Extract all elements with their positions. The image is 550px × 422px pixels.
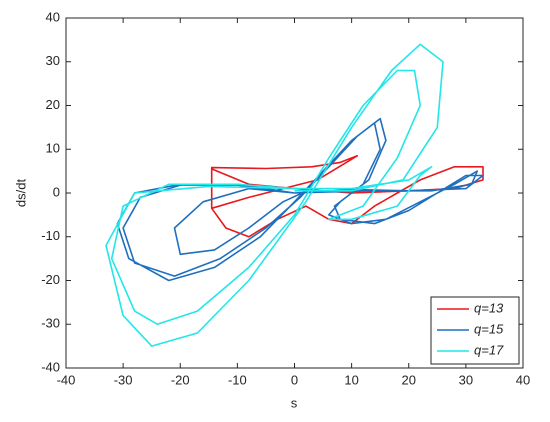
x-tick-label: -20 xyxy=(171,372,190,387)
x-tick-label: -30 xyxy=(114,372,133,387)
x-tick-label: 0 xyxy=(291,372,298,387)
y-tick-label: 30 xyxy=(46,53,60,68)
y-tick-label: 40 xyxy=(46,9,60,24)
legend-label: q=17 xyxy=(474,342,504,357)
x-tick-label: 20 xyxy=(402,372,416,387)
y-tick-label: 20 xyxy=(46,97,60,112)
y-tick-label: -30 xyxy=(41,316,60,331)
x-tick-label: 40 xyxy=(516,372,530,387)
series-line xyxy=(105,43,444,347)
x-tick-label: 10 xyxy=(344,372,358,387)
y-tick-label: -10 xyxy=(41,228,60,243)
x-tick-label: -40 xyxy=(57,372,76,387)
legend-label: q=15 xyxy=(474,321,504,336)
y-axis-label: ds/dt xyxy=(13,179,28,208)
legend-label: q=13 xyxy=(474,300,504,315)
y-tick-label: -20 xyxy=(41,272,60,287)
x-axis-label: s xyxy=(291,395,298,410)
y-tick-label: 0 xyxy=(53,184,60,199)
x-tick-label: 30 xyxy=(459,372,473,387)
y-tick-label: -40 xyxy=(41,359,60,374)
y-tick-label: 10 xyxy=(46,141,60,156)
x-tick-label: -10 xyxy=(228,372,247,387)
